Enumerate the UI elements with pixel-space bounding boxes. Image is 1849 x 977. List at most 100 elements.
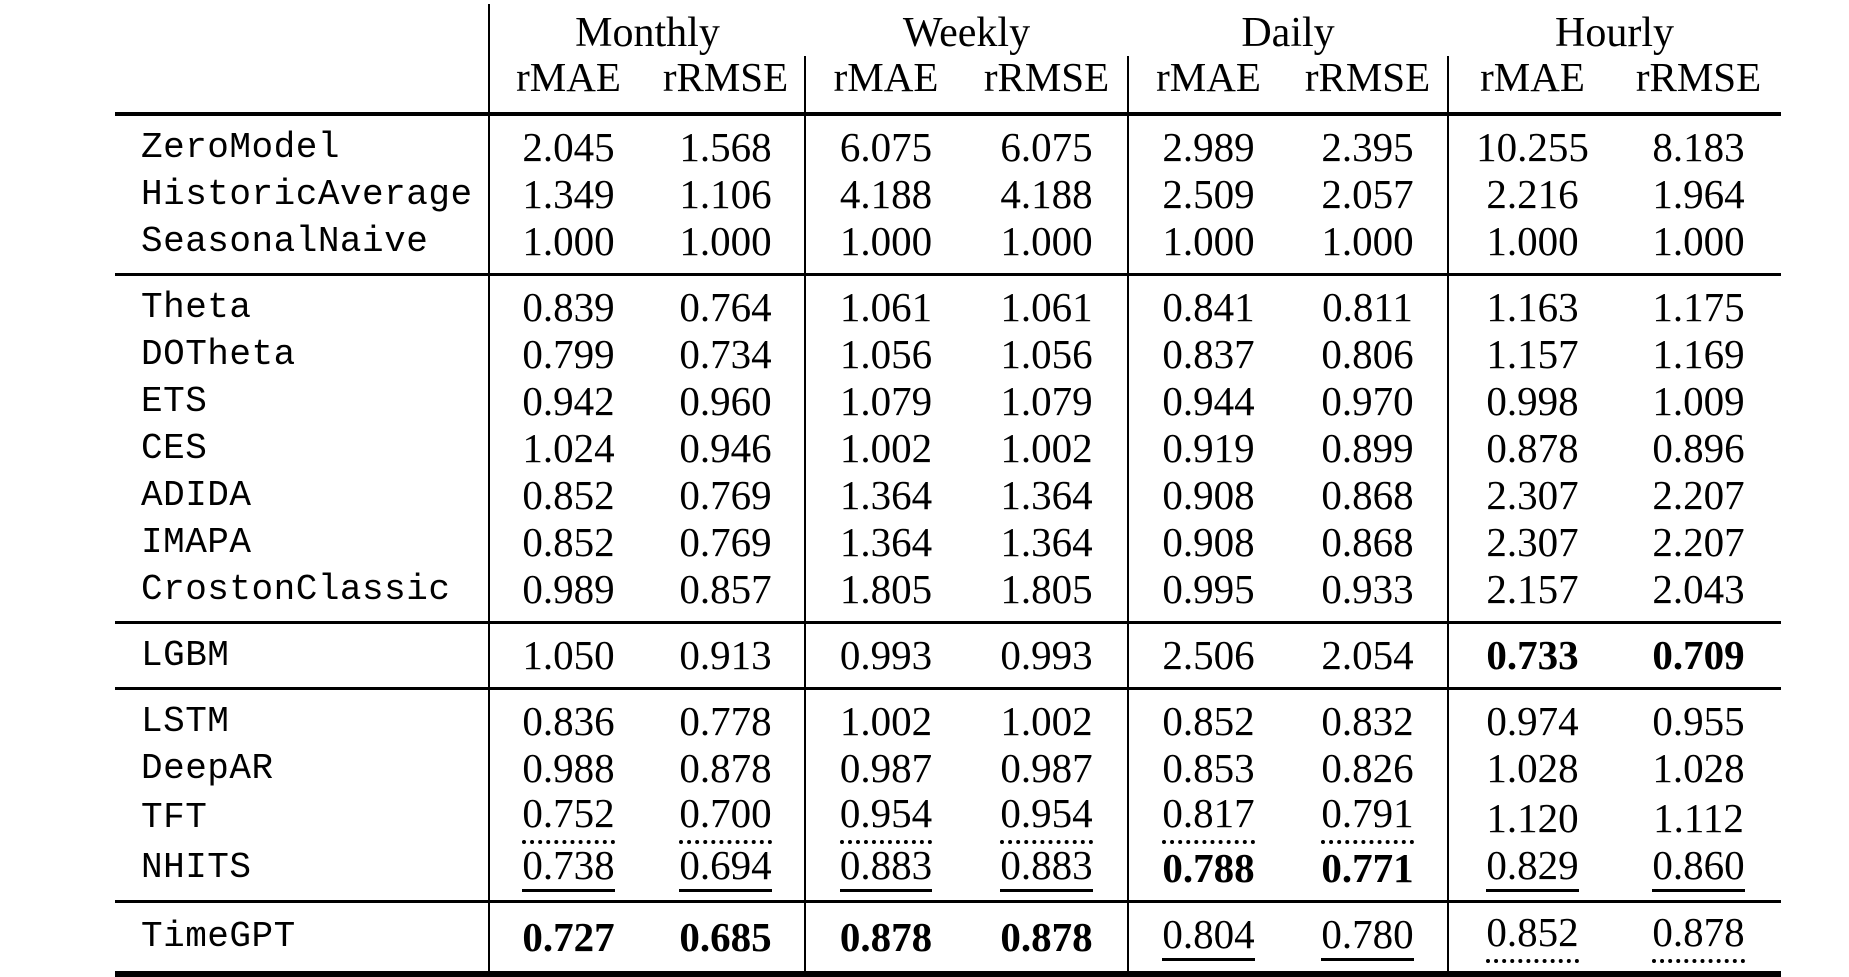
- metric-value: 1.568: [647, 114, 805, 171]
- metric-value: 1.024: [488, 425, 647, 472]
- model-name: NHITS: [141, 847, 252, 889]
- metric-value-text: 0.771: [1321, 844, 1414, 891]
- metric-value: 0.913: [647, 621, 805, 689]
- metric-value: 1.364: [804, 472, 966, 519]
- metric-value: 1.000: [966, 218, 1128, 275]
- table-row-deepar: DeepAR 0.988 0.878 0.987 0.987 0.853 0.826 1.02…: [115, 745, 1781, 792]
- metric-value-text: 0.878: [1652, 911, 1745, 964]
- metric-value: 1.079: [804, 378, 966, 425]
- metric-value-text: 1.364: [839, 518, 933, 565]
- metric-value-text: 1.169: [1652, 330, 1745, 377]
- metric-value: 0.970: [1288, 378, 1448, 425]
- metric-value-text: 0.908: [1162, 518, 1255, 565]
- metric-value-text: 0.826: [1321, 744, 1414, 791]
- metric-value: 1.056: [966, 331, 1128, 378]
- metric-value: 1.061: [966, 273, 1128, 331]
- metric-value: 1.169: [1616, 331, 1781, 378]
- metric-value-text: 0.878: [839, 913, 933, 960]
- metric-value-text: 0.989: [522, 565, 615, 612]
- metric-value-text: 1.964: [1652, 170, 1745, 217]
- group-header-daily: Daily: [1241, 10, 1335, 56]
- metric-value: 1.061: [804, 273, 966, 331]
- metric-value-text: 0.933: [1321, 565, 1414, 612]
- table-row-ces: CES 1.024 0.946 1.002 1.002 0.919 0.899 0.878 0.…: [115, 425, 1781, 472]
- metric-value-text: 0.942: [522, 377, 615, 424]
- metric-value-text: 10.255: [1476, 123, 1589, 170]
- metric-value-text: 0.878: [1486, 424, 1579, 471]
- metric-value: 0.989: [488, 565, 647, 623]
- metric-value-text: 1.000: [679, 217, 772, 264]
- metric-value: 0.778: [647, 687, 805, 745]
- metric-value-text: 0.829: [1486, 844, 1579, 893]
- metric-value: 1.056: [804, 331, 966, 378]
- metric-value-text: 0.878: [1000, 913, 1093, 960]
- metric-value-text: 0.839: [522, 283, 615, 330]
- metric-value: 1.079: [966, 378, 1128, 425]
- metric-value: 1.000: [1447, 218, 1616, 275]
- metric-value-text: 1.002: [1000, 697, 1093, 744]
- model-name: ZeroModel: [141, 126, 340, 168]
- metric-value: 0.899: [1288, 425, 1448, 472]
- metric-value-text: 0.919: [1162, 424, 1255, 471]
- col-header-weekly-rrmse: rRMSE: [966, 55, 1128, 116]
- metric-value-text: 1.002: [839, 697, 933, 744]
- metric-value: 10.255: [1447, 114, 1616, 171]
- table-row-dotheta: DOTheta 0.799 0.734 1.056 1.056 0.837 0.806 1.1…: [115, 331, 1781, 378]
- metric-value-text: 0.700: [679, 791, 772, 845]
- metric-value-text: 0.837: [1162, 330, 1255, 377]
- metric-value: 0.960: [647, 378, 805, 425]
- metric-value: 1.002: [804, 424, 966, 472]
- metric-value-text: 1.009: [1652, 377, 1745, 424]
- metric-value: 1.000: [1288, 218, 1448, 275]
- metric-value-text: 0.899: [1321, 424, 1414, 471]
- metric-value: 0.738: [488, 844, 647, 902]
- metric-value-text: 0.733: [1486, 631, 1579, 678]
- metric-value-text: 1.056: [1000, 330, 1093, 377]
- metric-value: 2.216: [1447, 171, 1616, 218]
- metric-value: 0.780: [1288, 900, 1448, 977]
- metric-value: 0.771: [1288, 844, 1448, 902]
- metric-value-text: 0.883: [1000, 844, 1093, 893]
- metric-value: 1.000: [1127, 218, 1288, 275]
- metric-value: 0.987: [966, 745, 1128, 792]
- metric-value: 0.837: [1127, 330, 1288, 378]
- metric-value-text: 2.307: [1486, 471, 1579, 518]
- metric-value-text: 0.788: [1162, 844, 1255, 891]
- metric-value-text: 0.853: [1162, 744, 1255, 791]
- metric-value: 1.964: [1616, 171, 1781, 218]
- metric-value: 4.188: [804, 171, 966, 218]
- metric-value-text: 1.002: [839, 424, 933, 471]
- metric-value-text: 2.054: [1321, 631, 1414, 678]
- model-column-header: [115, 4, 489, 56]
- metric-value: 0.700: [647, 791, 805, 845]
- metric-value-text: 0.857: [679, 565, 772, 612]
- metric-value: 0.908: [1127, 472, 1288, 519]
- metric-value-text: 0.954: [1000, 791, 1093, 845]
- metric-value-text: 1.112: [1653, 794, 1744, 841]
- metric-value: 0.841: [1127, 273, 1288, 331]
- metric-value-text: 0.727: [522, 913, 615, 960]
- metric-value: 8.183: [1616, 114, 1781, 171]
- metric-value-text: 0.883: [839, 844, 933, 893]
- group-header-hourly: Hourly: [1555, 10, 1674, 56]
- metric-value: 2.307: [1447, 519, 1616, 566]
- metric-value: 0.883: [966, 844, 1128, 902]
- metric-value-text: 6.075: [1000, 123, 1093, 170]
- metric-value: 0.764: [647, 273, 805, 331]
- metric-value-text: 0.896: [1652, 424, 1745, 471]
- metric-value: 1.002: [966, 687, 1128, 745]
- metric-value: 2.045: [488, 114, 647, 171]
- metric-value: 0.988: [488, 745, 647, 792]
- metric-value-text: 0.685: [679, 913, 772, 960]
- metric-value-text: 0.960: [679, 377, 772, 424]
- metric-value: 0.832: [1288, 687, 1448, 745]
- metric-value-text: 2.207: [1652, 471, 1745, 518]
- metric-value: 1.112: [1616, 792, 1781, 844]
- metric-value-text: 1.175: [1652, 283, 1745, 330]
- metric-value: 1.002: [804, 687, 966, 745]
- metric-value: 0.811: [1288, 273, 1448, 331]
- metric-value-text: 0.860: [1652, 844, 1745, 893]
- metric-value: 1.364: [966, 472, 1128, 519]
- col-header-monthly-rrmse: rRMSE: [647, 55, 805, 116]
- metric-value: 4.188: [966, 171, 1128, 218]
